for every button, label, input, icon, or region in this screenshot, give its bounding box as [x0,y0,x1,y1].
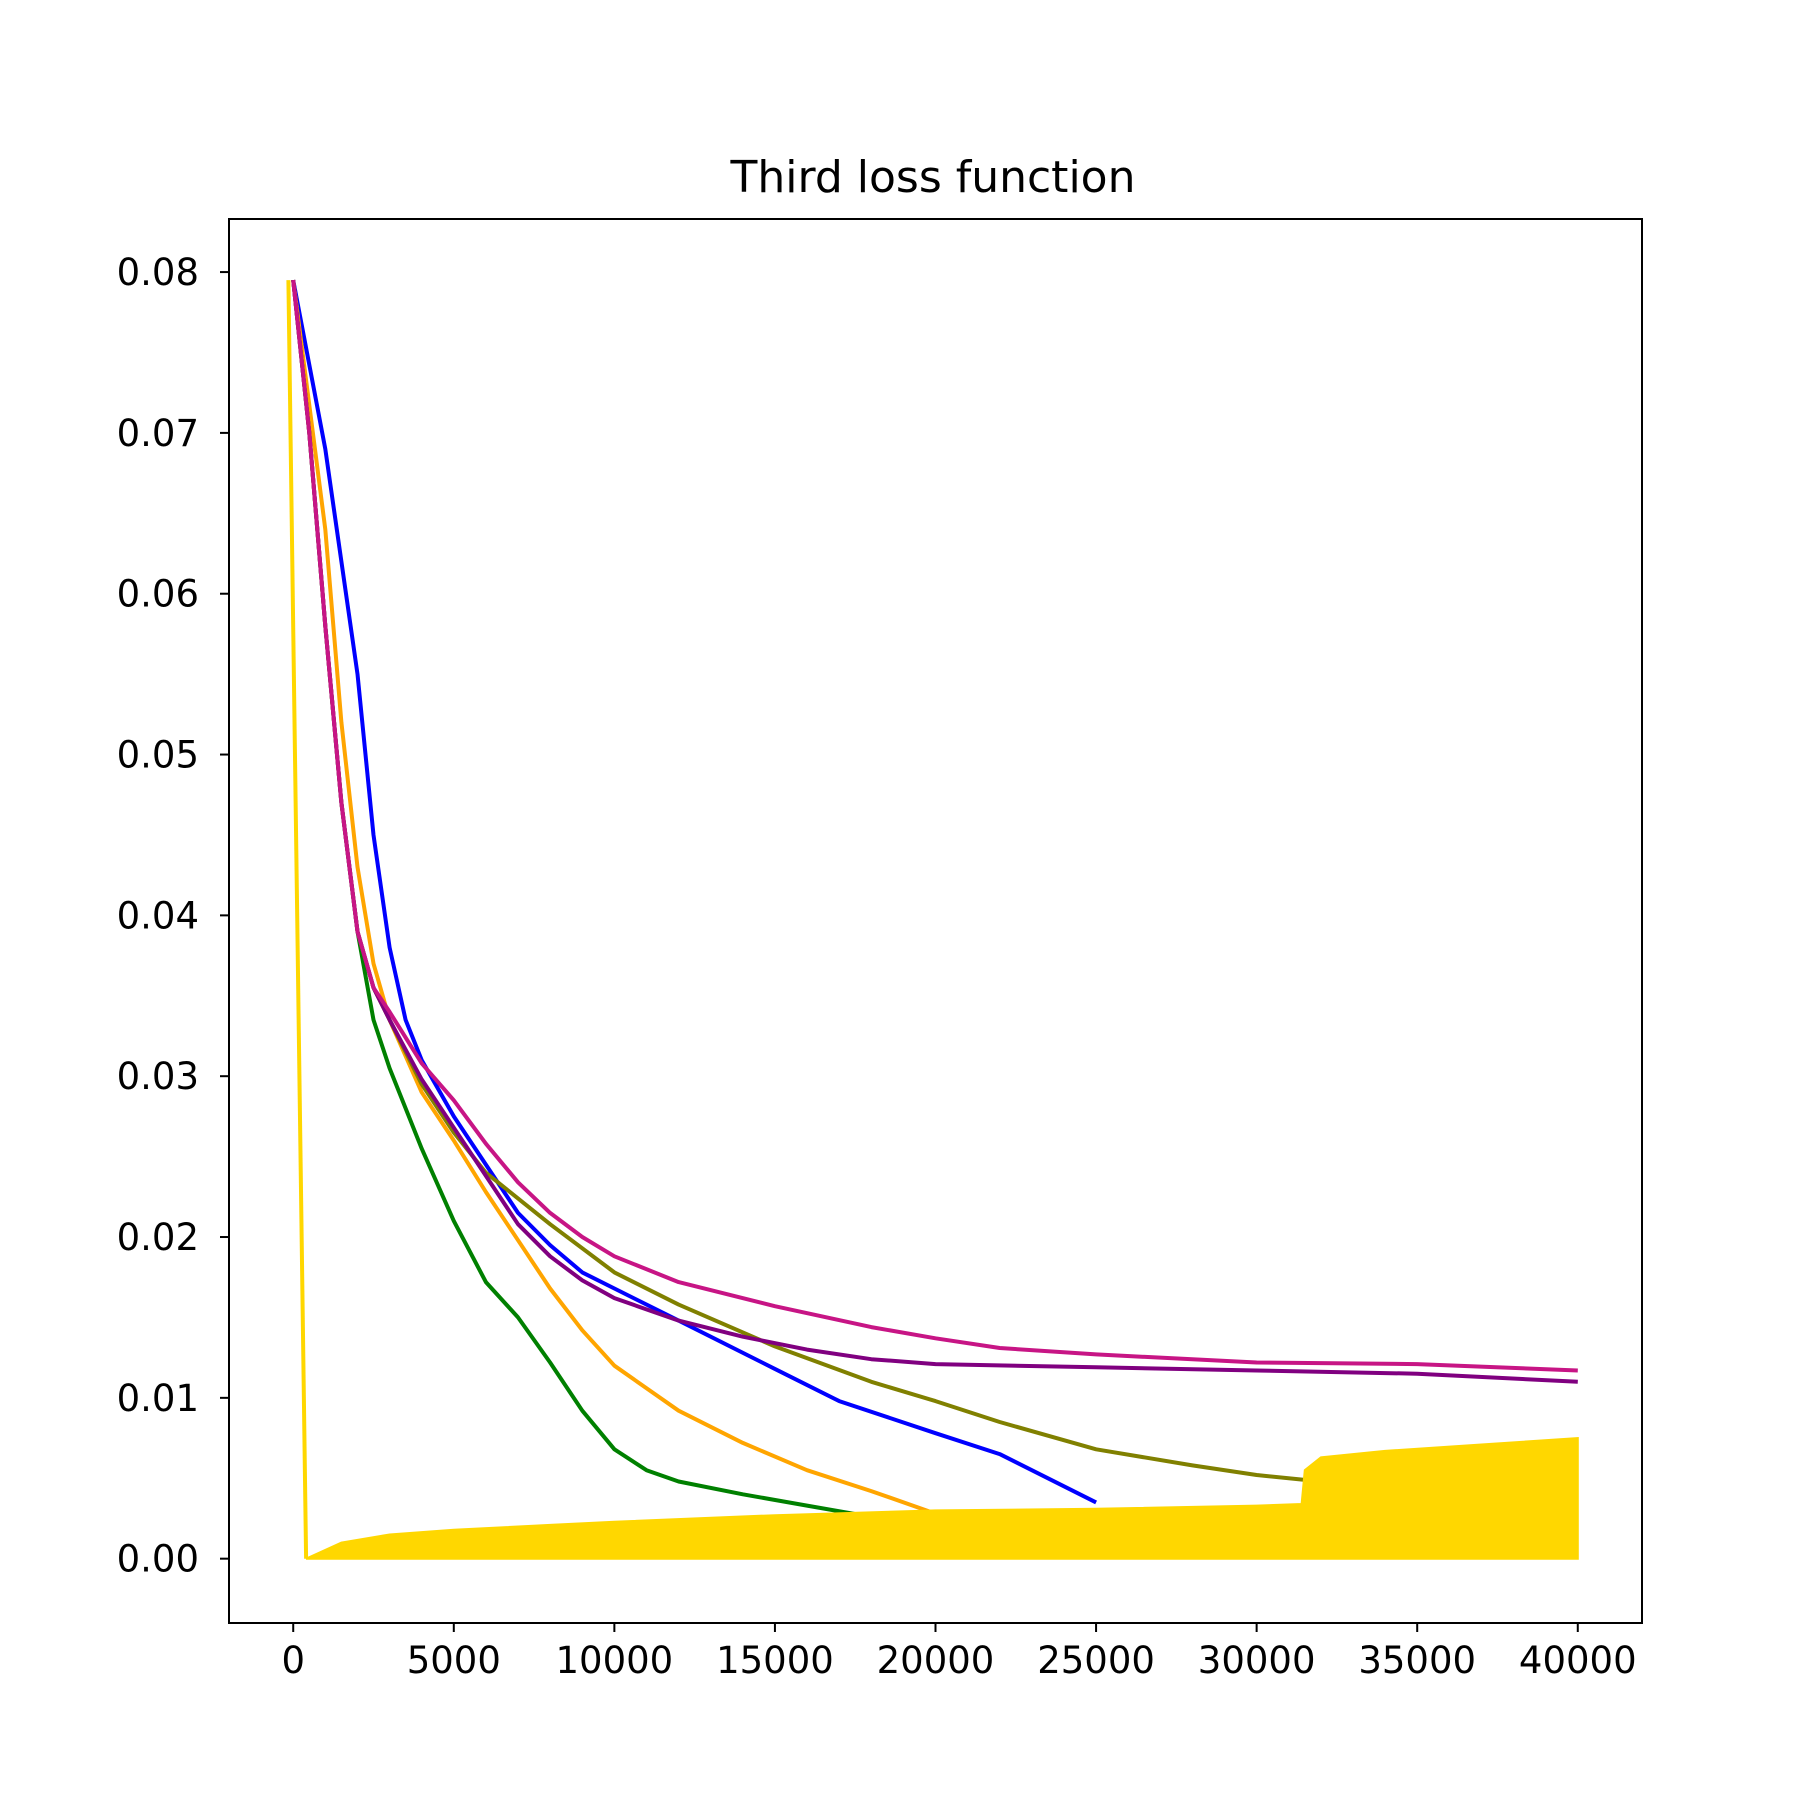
series-line-3 [291,279,1579,1503]
series-line-6 [286,280,309,1559]
y-tick-label: 0.01 [117,1377,199,1420]
y-tick-label: 0.05 [117,734,199,777]
y-tick-label: 0.08 [117,251,199,294]
x-tick-label: 15000 [716,1639,834,1682]
y-tick-label: 0.06 [117,573,199,616]
x-tick-label: 35000 [1358,1639,1476,1682]
series-line-4 [291,279,1578,1384]
series-line-0 [291,279,1097,1505]
y-tick-label: 0.02 [117,1216,199,1259]
chart-title: Third loss function [730,152,1136,203]
x-tick-label: 0 [281,1639,305,1682]
y-tick-label: 0.03 [117,1055,199,1098]
y-axis: 0.00 0.01 0.02 0.03 0.04 0.05 0.06 0.07 0.08 [117,251,229,1581]
y-tick-label: 0.04 [117,894,199,937]
series-line-5 [291,279,1578,1373]
x-tick-label: 20000 [877,1639,995,1682]
x-tick-label: 5000 [407,1639,501,1682]
series-layer [286,279,1579,1560]
x-tick-label: 30000 [1198,1639,1316,1682]
x-axis: 0 5000 10000 15000 20000 25000 30000 35000 40000 [281,1623,1637,1682]
series-band-6 [305,1437,1579,1560]
x-tick-label: 25000 [1037,1639,1155,1682]
x-tick-label: 40000 [1519,1639,1637,1682]
series-line-1 [291,279,1032,1560]
y-tick-label: 0.00 [117,1538,199,1581]
plot-frame [228,218,1643,1624]
y-tick-label: 0.07 [117,412,199,455]
x-tick-label: 10000 [556,1639,674,1682]
